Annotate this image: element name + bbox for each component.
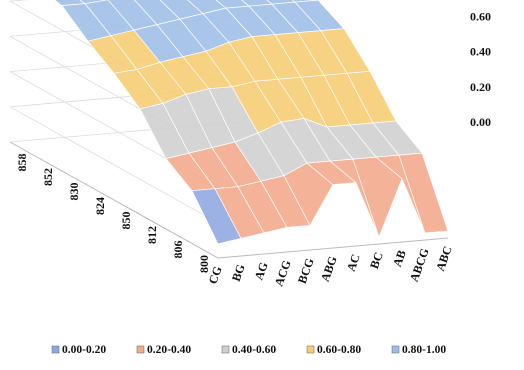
legend-label: 0.40-0.60 <box>232 344 276 356</box>
x-tick-label: ABCG <box>407 246 432 283</box>
legend-swatch <box>391 345 400 354</box>
legend-swatch <box>136 345 145 354</box>
legend-label: 0.20-0.40 <box>147 344 191 356</box>
y-tick-label: 806 <box>171 241 185 259</box>
y-tick-label: 830 <box>67 183 81 201</box>
y-tick-label: 850 <box>119 212 133 230</box>
x-tick-label: ABC <box>433 244 455 273</box>
y-tick-label: 860 <box>0 139 3 157</box>
x-tick-label: AC <box>344 252 363 273</box>
x-tick-label: ABG <box>318 254 340 283</box>
gridline-side-1 <box>9 106 219 224</box>
y-tick-label: 852 <box>41 168 55 186</box>
axis-line-x <box>217 237 449 259</box>
x-tick-label: ACG <box>272 258 294 288</box>
legend-swatch <box>221 345 230 354</box>
legend-swatch <box>51 345 60 354</box>
x-tick-label: CG <box>206 264 225 286</box>
y-tick-label: 812 <box>145 226 159 244</box>
y-tick-label: 824 <box>93 197 107 215</box>
z-tick-label: 0.20 <box>470 80 491 94</box>
legend-label: 0.00-0.20 <box>62 344 106 356</box>
z-tick-label: 0.40 <box>470 45 491 59</box>
z-axis-ticks: 0.000.200.400.600.801.00 <box>470 9 491 129</box>
x-tick-label: BC <box>367 250 386 270</box>
legend: 0.00-0.20 0.20-0.40 0.40-0.60 0.60-0.80 0.80… <box>51 344 446 356</box>
y-axis-ticks: 800 806 812 850 824 830 852 858 860 <box>0 139 211 273</box>
surface <box>54 0 449 245</box>
surface-patch-0-9 <box>398 152 449 234</box>
x-tick-label: AG <box>252 260 271 282</box>
legend-label: 0.80-1.00 <box>402 344 446 356</box>
x-tick-label: AB <box>390 248 409 268</box>
z-tick-label: 0.00 <box>470 115 491 129</box>
x-tick-label: BG <box>229 262 248 283</box>
y-tick-label: 800 <box>197 255 211 273</box>
legend-label: 0.60-0.80 <box>317 344 361 356</box>
axis-line-y <box>9 141 219 259</box>
y-tick-label: 858 <box>15 154 29 172</box>
z-tick-label: 0.60 <box>470 9 491 23</box>
x-tick-label: BCG <box>295 256 317 285</box>
legend-swatch <box>306 345 315 354</box>
